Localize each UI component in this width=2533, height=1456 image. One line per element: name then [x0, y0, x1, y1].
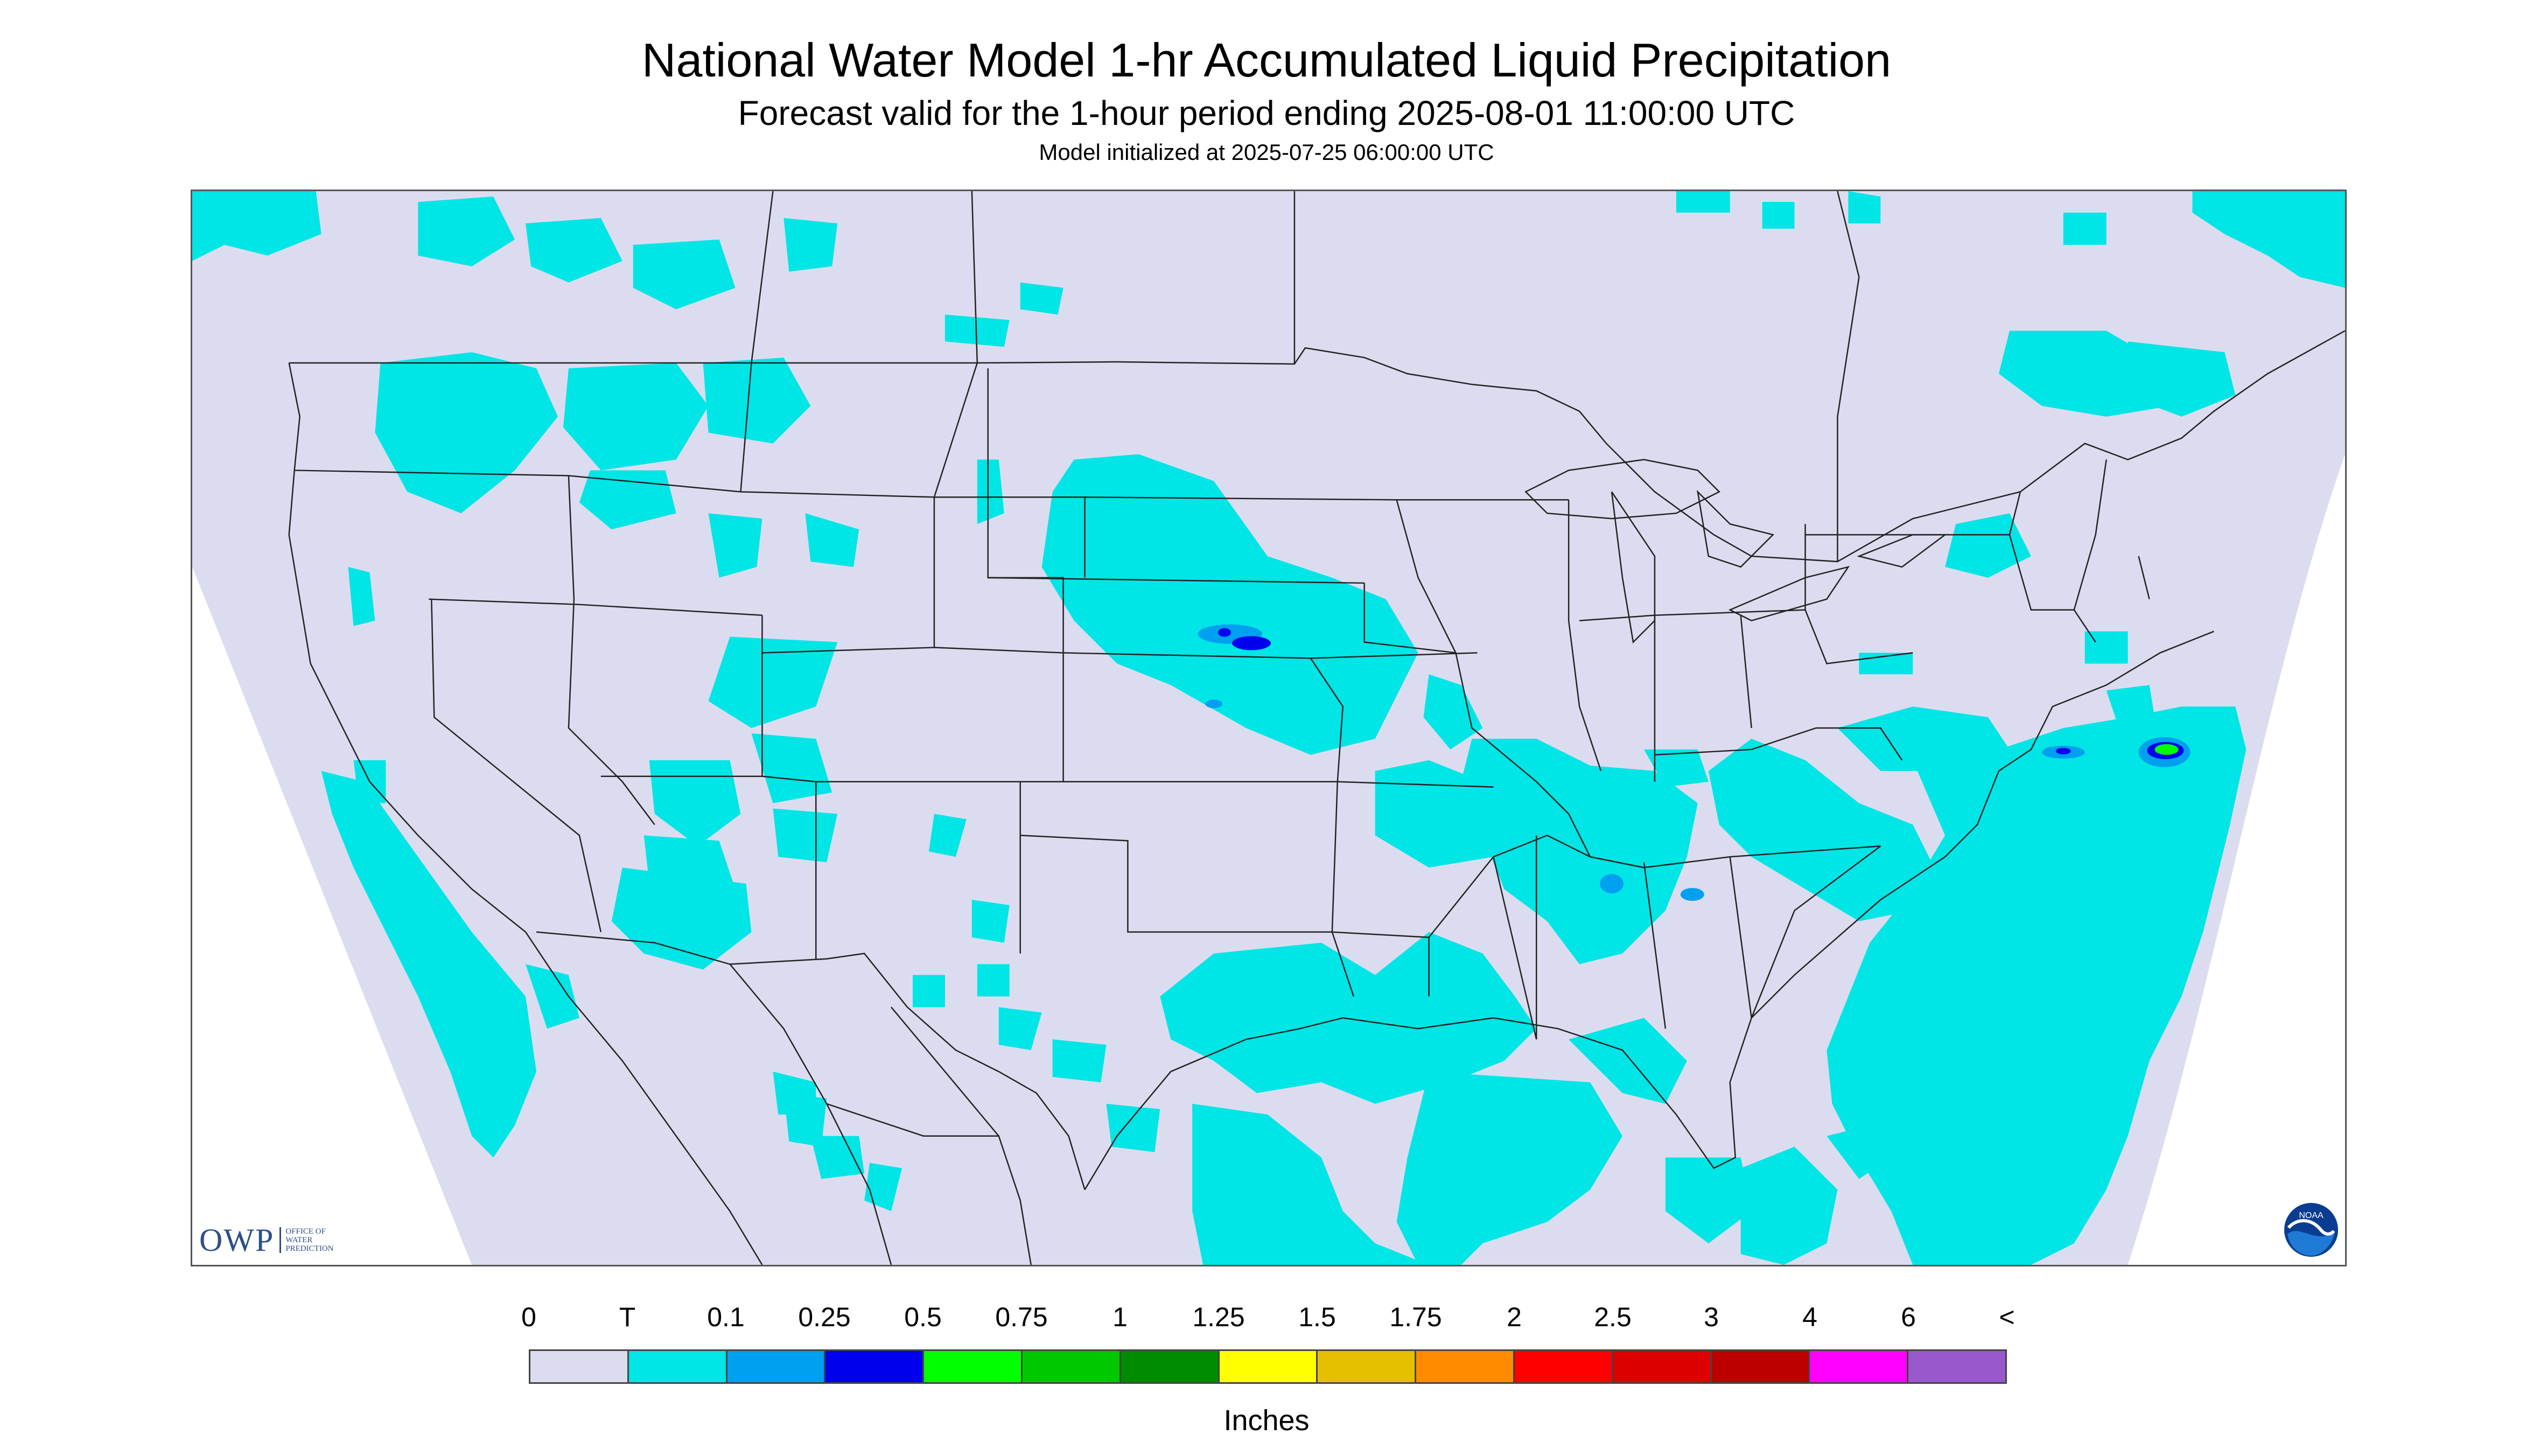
forecast-valid-subtitle: Forecast valid for the 1-hour period end… — [738, 94, 1795, 132]
legend-swatch — [628, 1351, 727, 1382]
legend-swatch — [1514, 1351, 1613, 1382]
boundary-lines — [288, 191, 2345, 1265]
legend-tick-label: 0.1 — [707, 1302, 745, 1332]
map-canvas — [192, 191, 2345, 1265]
legend-tick-label: 2.5 — [1594, 1302, 1632, 1332]
legend-color-bar — [529, 1349, 2007, 1384]
legend-unit-label: Inches — [1223, 1404, 1310, 1437]
legend-tick-label: 1.5 — [1298, 1302, 1336, 1332]
legend-swatch — [825, 1351, 925, 1382]
legend-swatch — [1121, 1351, 1220, 1382]
legend-swatch — [530, 1351, 629, 1382]
legend-tick-label: 1.25 — [1192, 1302, 1245, 1332]
map-title: National Water Model 1-hr Accumulated Li… — [641, 33, 1892, 87]
legend-swatch — [1908, 1351, 2005, 1382]
legend-tick-label: T — [619, 1302, 636, 1332]
legend-swatch — [1613, 1351, 1712, 1382]
legend-tick-label: 1.75 — [1389, 1302, 1442, 1332]
trace-precip-areas — [192, 191, 2345, 1265]
legend-tick-label: 3 — [1704, 1302, 1719, 1332]
legend-tick-label: 4 — [1802, 1302, 1817, 1332]
legend-tick-label: 2 — [1507, 1302, 1522, 1332]
owp-logo-subtext: OFFICE OF WATER PREDICTION — [279, 1227, 334, 1253]
legend-tick-label: 0.5 — [904, 1302, 942, 1332]
legend-swatch — [727, 1351, 826, 1382]
legend-swatch — [1318, 1351, 1417, 1382]
legend-swatch — [924, 1351, 1023, 1382]
owp-logo: OWP OFFICE OF WATER PREDICTION — [199, 1221, 334, 1259]
owp-logo-text: OWP — [199, 1222, 275, 1258]
noaa-logo-text: NOAA — [2299, 1211, 2324, 1220]
precipitation-map[interactable] — [191, 190, 2347, 1266]
legend-swatch — [1022, 1351, 1121, 1382]
legend-tick-label: 6 — [1901, 1302, 1916, 1332]
noaa-logo-icon: NOAA — [2284, 1203, 2338, 1257]
heavy-precip-area — [2154, 744, 2179, 755]
model-init-line: Model initialized at 2025-07-25 06:00:00… — [1039, 139, 1494, 165]
legend-tick-label: < — [1999, 1302, 2015, 1332]
legend-tick-label: 0 — [521, 1302, 536, 1332]
legend-swatch — [1219, 1351, 1318, 1382]
legend-tick-label: 0.25 — [798, 1302, 851, 1332]
legend-swatch — [1810, 1351, 1909, 1382]
legend-tick-label: 1 — [1112, 1302, 1128, 1332]
legend-swatch — [1711, 1351, 1810, 1382]
legend-tick-label: 0.75 — [995, 1302, 1048, 1332]
legend-swatch — [1416, 1351, 1515, 1382]
